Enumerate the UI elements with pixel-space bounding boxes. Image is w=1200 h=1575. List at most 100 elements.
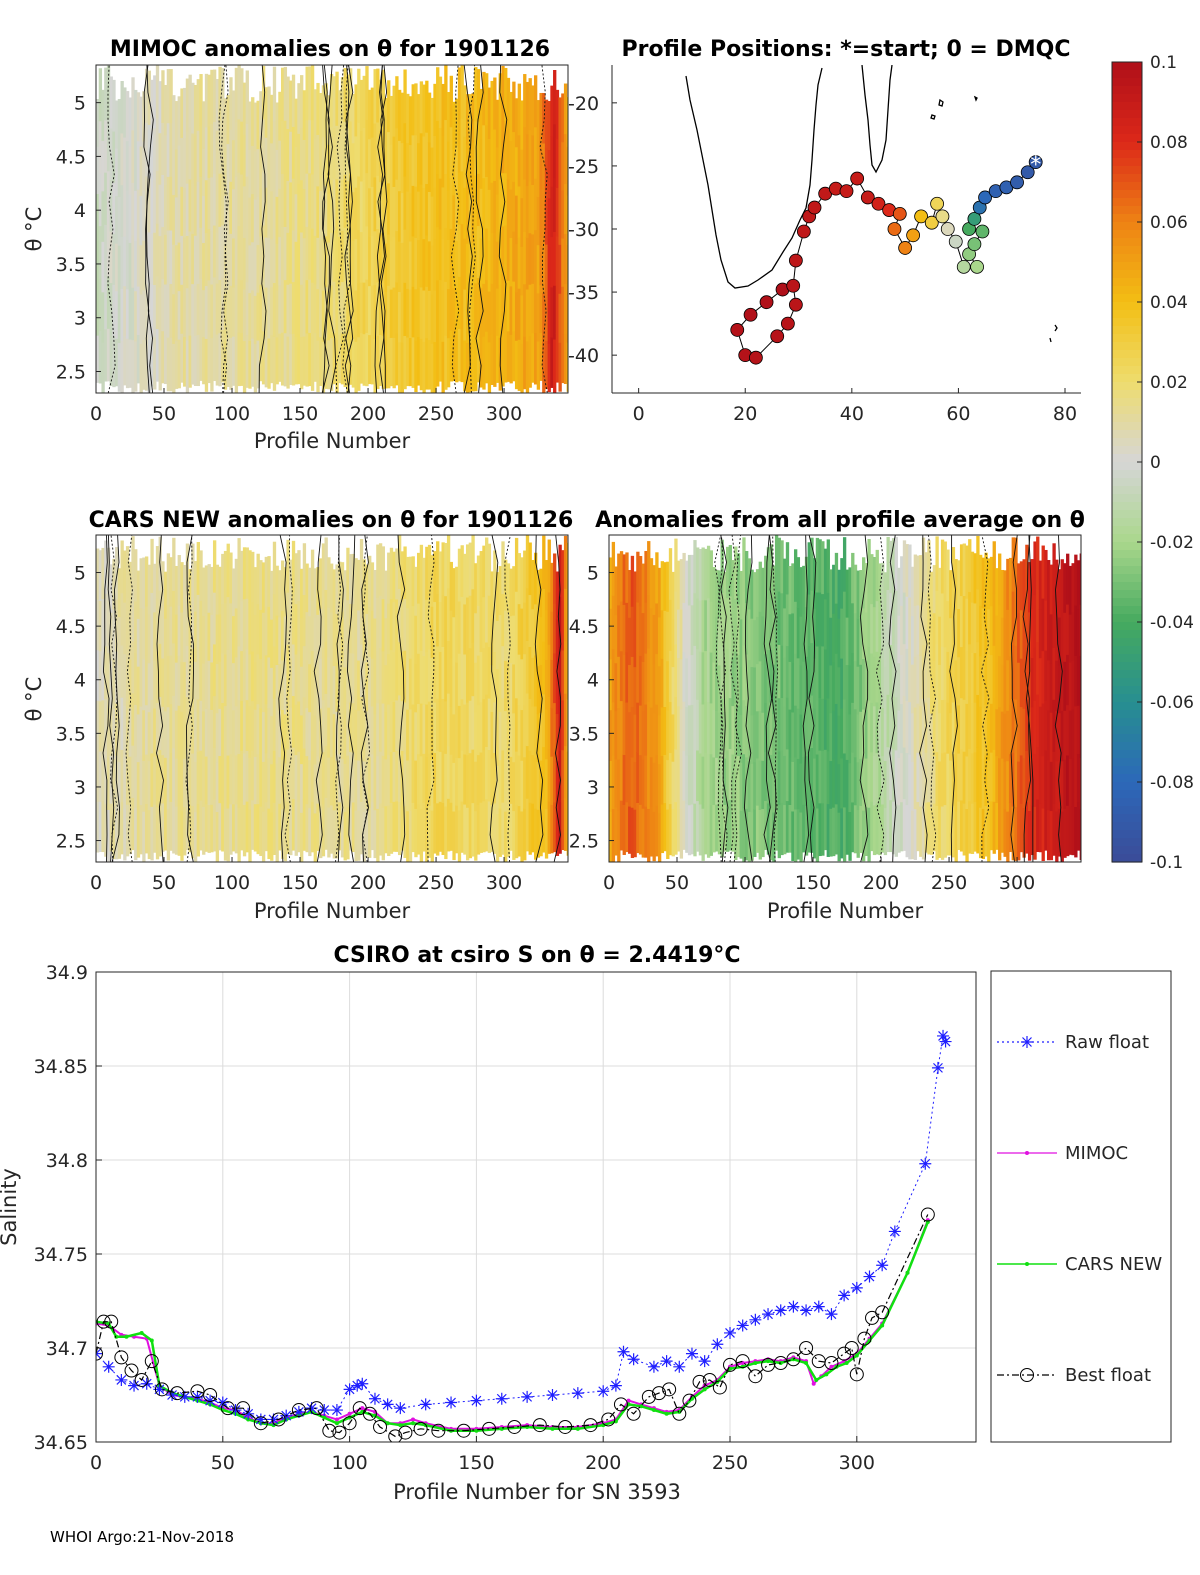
heatmap-cell [485,124,489,177]
heatmap-cell [327,607,331,658]
heatmap-cell [193,560,198,612]
heatmap-cell [550,135,554,187]
best-float-point [271,1412,286,1427]
raw-float-point [128,1379,141,1392]
heatmap-cell [547,800,551,854]
heatmap-cell [968,539,972,593]
contour-line [467,65,476,393]
heatmap-cell [902,695,907,748]
heatmap-cell [436,67,440,121]
raw-float-point [242,1407,255,1420]
heatmap-cell [455,805,459,854]
heatmap-cell [685,560,689,610]
heatmap-cell [332,713,336,763]
heatmap-cell [240,332,244,386]
heatmap-cell [327,193,331,243]
heatmap-cell [327,707,331,758]
heatmap-cell [940,539,945,594]
colorbar-cell [1112,790,1142,799]
heatmap-cell [1019,706,1024,756]
heatmap-cell [449,561,453,611]
heatmap-cell [1008,753,1013,804]
heatmap-cell [117,761,122,811]
colorbar-cell [1112,270,1142,279]
heatmap-cell [199,74,203,126]
heatmap-cell [555,187,560,237]
heatmap-cell [826,539,830,593]
heatmap-cell [381,69,385,124]
heatmap-cell [117,293,122,344]
heatmap-cell [340,281,345,334]
heatmap-cell [468,292,473,343]
heatmap-cell [313,617,317,667]
heatmap-cell [166,604,171,657]
heatmap-cell [414,615,418,665]
heatmap-cell [204,179,209,234]
best-float-point [482,1421,497,1436]
heatmap-cell [622,704,626,755]
best-float-point [332,1425,347,1440]
heatmap-cell [976,694,980,748]
colorbar-cell [1112,198,1142,207]
heatmap-cell [818,591,822,646]
heatmap-cell [106,275,111,329]
heatmap-cell [720,592,724,646]
colorbar-cell [1112,190,1142,199]
heatmap-cell [96,287,100,336]
heatmap-cell [881,659,885,709]
heatmap-cell [417,552,421,604]
heatmap-cell [514,146,519,196]
heatmap-cell [1008,557,1013,608]
heatmap-cell [566,97,568,147]
heatmap-cell [989,752,994,802]
cars-panel: 0 50 100 150 200 250 300 54.543.532.5 Profile … [22,534,569,923]
heatmap-cell [346,755,350,808]
heatmap-cell [120,340,124,393]
heatmap-cell [1000,664,1005,712]
heatmap-cell [957,753,961,802]
heatmap-cell [452,616,456,666]
best-float-point [799,1341,814,1355]
heatmap-cell [112,233,116,285]
colorbar-cell [1112,158,1142,167]
heatmap-cell [910,712,915,762]
heatmap-cell [188,616,192,664]
heatmap-cell [362,178,366,232]
x-tick-label: 50 [665,872,689,894]
heatmap-cell [199,700,203,751]
heatmap-cell [248,197,252,246]
heatmap-cell [989,605,994,656]
heatmap-cell [761,567,765,617]
heatmap-cell [531,754,535,804]
heatmap-cell [698,650,703,703]
heatmap-cell [558,146,562,196]
heatmap-cell [221,329,225,383]
heatmap-cell [417,653,421,705]
heatmap-cell [155,328,160,382]
heatmap-cell [324,589,328,642]
heatmap-cell [536,340,541,390]
colorbar-cell [1112,534,1142,543]
heatmap-cell [476,605,481,656]
heatmap-cell [234,754,239,805]
heatmap-cell [723,757,727,806]
contour-line [185,535,193,862]
raw-float-point [711,1338,724,1351]
heatmap-cell [414,760,418,809]
heatmap-cell [655,653,659,705]
heatmap-cell [881,562,885,612]
heatmap-cell [509,568,513,617]
heatmap-cell [210,176,214,231]
heatmap-cell [104,224,108,278]
heatmap-cell [297,283,301,335]
heatmap-cell [191,233,195,285]
contour-line [327,65,337,393]
heatmap-cell [523,126,527,180]
best-float-point [114,1350,129,1365]
heatmap-cell [300,666,304,716]
heatmap-cell [436,120,440,175]
heatmap-cell [1017,563,1021,614]
heatmap-cell [638,605,643,656]
heatmap-cell [531,85,535,136]
heatmap-cell [177,193,181,243]
